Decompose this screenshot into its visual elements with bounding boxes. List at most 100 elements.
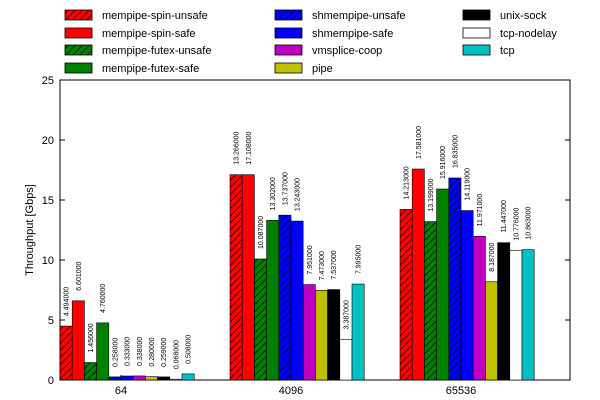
y-tick-label: 5 bbox=[48, 315, 54, 327]
bar-label-tcp-nodelay-65536: 10.776000 bbox=[513, 207, 520, 240]
bar-label-shmempipe-unsafe-4096: 13.737000 bbox=[282, 172, 289, 205]
bar-shmempipe-unsafe-65536 bbox=[448, 177, 462, 381]
bar-label-mempipe-spin-unsafe-4096: 13.266000 bbox=[234, 132, 241, 165]
y-tick-label: 25 bbox=[42, 75, 54, 87]
bar-tcp-4096 bbox=[351, 283, 365, 381]
bar-label-unix-sock-65536: 11.447000 bbox=[501, 200, 508, 233]
bar-label-mempipe-spin-unsafe-65536: 14.213000 bbox=[404, 166, 411, 199]
bar-label-shmempipe-safe-65536: 14.119000 bbox=[465, 168, 472, 201]
bar-label-mempipe-futex-safe-65536: 15.916000 bbox=[440, 146, 447, 179]
bar-label-mempipe-futex-safe-4096: 13.302000 bbox=[270, 177, 277, 210]
bar-mempipe-futex-unsafe-4096 bbox=[254, 258, 267, 381]
bar-vmsplice-coop-4096 bbox=[302, 284, 316, 381]
legend-label-mempipe-spin-safe: mempipe-spin-safe bbox=[102, 28, 196, 40]
bar-label-pipe-65536: 8.187000 bbox=[489, 242, 496, 271]
bar-pipe-64 bbox=[145, 376, 158, 381]
bar-label-mempipe-futex-safe-64: 4.760000 bbox=[100, 284, 107, 313]
bar-mempipe-futex-unsafe-64 bbox=[84, 362, 97, 381]
bar-mempipe-futex-safe-4096 bbox=[266, 220, 280, 381]
bar-label-tcp-65536: 10.863000 bbox=[526, 206, 533, 239]
bar-label-mempipe-futex-unsafe-65536: 13.199000 bbox=[428, 178, 435, 211]
legend-swatch-unix-sock bbox=[462, 9, 491, 21]
bar-mempipe-spin-safe-4096 bbox=[241, 174, 255, 381]
legend-swatch-pipe bbox=[274, 62, 303, 74]
bar-label-unix-sock-4096: 7.537000 bbox=[331, 250, 338, 279]
bar-mempipe-spin-safe-64 bbox=[71, 300, 85, 381]
legend-label-shmempipe-unsafe: shmempipe-unsafe bbox=[312, 10, 406, 22]
bar-unix-sock-64 bbox=[157, 376, 171, 381]
bar-vmsplice-coop-64 bbox=[132, 375, 146, 381]
bar-pipe-65536 bbox=[485, 281, 498, 381]
legend-swatch-vmsplice-coop bbox=[274, 44, 303, 56]
bar-mempipe-spin-safe-65536 bbox=[411, 168, 425, 381]
bar-label-tcp-64: 0.508000 bbox=[186, 335, 193, 364]
bar-label-mempipe-futex-unsafe-64: 1.456000 bbox=[88, 323, 95, 352]
bar-label-mempipe-spin-unsafe-64: 4.494000 bbox=[64, 287, 71, 316]
bar-label-vmsplice-coop-65536: 11.971000 bbox=[477, 194, 484, 227]
bar-tcp-65536 bbox=[521, 249, 535, 381]
bar-label-shmempipe-unsafe-65536: 16.835000 bbox=[452, 135, 459, 168]
x-tick-label: 65536 bbox=[446, 385, 477, 397]
legend-label-pipe: pipe bbox=[312, 63, 333, 75]
y-tick-label: 20 bbox=[42, 135, 54, 147]
x-axis: 64 4096 65536 bbox=[115, 375, 476, 397]
legend-swatch-mempipe-spin-safe bbox=[64, 27, 93, 39]
bar-label-unix-sock-64: 0.259000 bbox=[161, 338, 168, 367]
bar-label-mempipe-spin-safe-64: 6.601000 bbox=[76, 261, 83, 290]
legend-swatch-tcp bbox=[462, 44, 491, 56]
y-tick-label: 0 bbox=[48, 375, 54, 387]
bar-shmempipe-unsafe-4096 bbox=[278, 214, 292, 381]
bar-label-mempipe-spin-safe-65536: 17.581000 bbox=[416, 126, 423, 159]
y-axis-title: Throughput [Gbps] bbox=[24, 184, 36, 276]
legend-swatch-mempipe-futex-unsafe bbox=[64, 44, 93, 56]
bar-vmsplice-coop-65536 bbox=[472, 236, 486, 381]
legend-label-mempipe-spin-unsafe: mempipe-spin-unsafe bbox=[102, 10, 208, 22]
y-axis: 0 5 10 15 20 25 bbox=[42, 75, 570, 387]
bar-unix-sock-4096 bbox=[327, 289, 341, 381]
bar-mempipe-spin-unsafe-64 bbox=[59, 325, 73, 381]
legend-swatch-mempipe-futex-safe bbox=[64, 62, 93, 74]
bar-mempipe-futex-safe-65536 bbox=[436, 188, 450, 381]
legend-swatch-mempipe-spin-unsafe bbox=[64, 9, 93, 21]
bar-label-vmsplice-coop-64: 0.338000 bbox=[137, 337, 144, 366]
bar-mempipe-futex-unsafe-65536 bbox=[424, 221, 437, 381]
legend-swatch-shmempipe-unsafe bbox=[274, 9, 303, 21]
bar-tcp-nodelay-64 bbox=[169, 378, 183, 381]
bar-shmempipe-unsafe-64 bbox=[108, 376, 122, 381]
bar-label-tcp-nodelay-4096: 3.387000 bbox=[343, 300, 350, 329]
y-tick-label: 15 bbox=[42, 195, 54, 207]
bar-labels: 4.494000 6.601000 1.456000 4.760000 0.258000… bbox=[64, 126, 533, 369]
bar-shmempipe-safe-4096 bbox=[290, 220, 304, 381]
bar-mempipe-spin-unsafe-4096 bbox=[229, 174, 243, 381]
bar-label-mempipe-spin-safe-4096: 17.108000 bbox=[246, 132, 253, 165]
bar-tcp-nodelay-4096 bbox=[339, 339, 353, 381]
legend-swatch-shmempipe-safe bbox=[274, 27, 303, 39]
legend-label-mempipe-futex-unsafe: mempipe-futex-unsafe bbox=[102, 45, 211, 57]
legend: mempipe-spin-unsafe mempipe-spin-safe memp… bbox=[64, 9, 557, 75]
bar-label-tcp-4096: 7.995000 bbox=[356, 245, 363, 274]
bar-unix-sock-65536 bbox=[497, 242, 511, 381]
bar-label-pipe-64: 0.280000 bbox=[149, 337, 156, 366]
bar-label-vmsplice-coop-4096: 7.951000 bbox=[307, 245, 314, 274]
legend-label-unix-sock: unix-sock bbox=[500, 10, 547, 22]
legend-label-tcp-nodelay: tcp-nodelay bbox=[500, 28, 557, 40]
bar-label-tcp-nodelay-64: 0.068000 bbox=[173, 340, 180, 369]
bar-tcp-nodelay-65536 bbox=[509, 250, 523, 381]
bar-label-shmempipe-safe-4096: 13.243000 bbox=[295, 178, 302, 211]
bar-pipe-4096 bbox=[315, 290, 328, 381]
x-tick-label: 4096 bbox=[279, 385, 303, 397]
bar-label-mempipe-futex-unsafe-4096: 10.087000 bbox=[258, 216, 265, 249]
bar-tcp-64 bbox=[181, 373, 195, 381]
bar-shmempipe-safe-65536 bbox=[460, 210, 474, 381]
x-tick-label: 64 bbox=[115, 385, 127, 397]
bar-label-shmempipe-safe-64: 0.333000 bbox=[125, 337, 132, 366]
legend-swatch-tcp-nodelay bbox=[462, 27, 491, 39]
legend-label-vmsplice-coop: vmsplice-coop bbox=[312, 45, 382, 57]
y-tick-label: 10 bbox=[42, 255, 54, 267]
bar-label-shmempipe-unsafe-64: 0.258000 bbox=[112, 338, 119, 367]
bar-label-pipe-4096: 7.473000 bbox=[319, 251, 326, 280]
legend-label-tcp: tcp bbox=[500, 45, 515, 57]
bars bbox=[59, 168, 535, 381]
bar-mempipe-futex-safe-64 bbox=[96, 322, 110, 381]
